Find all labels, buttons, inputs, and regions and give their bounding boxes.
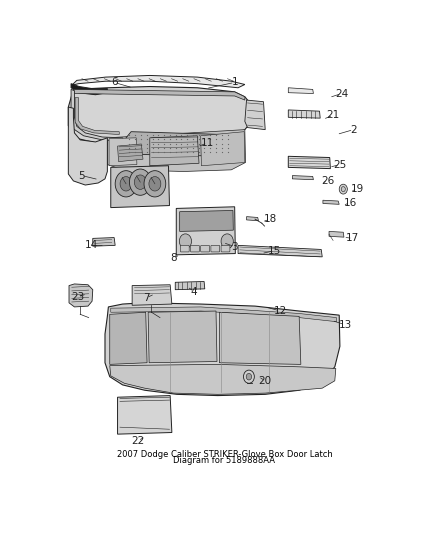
Polygon shape: [75, 98, 119, 134]
Circle shape: [341, 187, 345, 191]
Polygon shape: [150, 136, 199, 166]
Polygon shape: [117, 395, 172, 434]
Text: 16: 16: [343, 198, 357, 208]
Polygon shape: [288, 88, 314, 93]
Polygon shape: [71, 90, 123, 141]
Text: 18: 18: [264, 214, 277, 224]
Text: 26: 26: [321, 176, 335, 186]
Polygon shape: [110, 365, 336, 394]
Polygon shape: [148, 311, 217, 363]
Polygon shape: [288, 110, 320, 118]
Polygon shape: [293, 175, 314, 180]
Circle shape: [244, 370, 254, 383]
Polygon shape: [69, 284, 93, 307]
FancyBboxPatch shape: [191, 245, 199, 252]
Polygon shape: [111, 307, 336, 322]
Text: 12: 12: [274, 306, 287, 316]
Polygon shape: [93, 238, 115, 246]
Polygon shape: [247, 216, 258, 221]
Polygon shape: [109, 138, 137, 166]
Polygon shape: [126, 132, 235, 156]
Polygon shape: [238, 245, 322, 257]
Text: 22: 22: [131, 435, 145, 446]
Text: 4: 4: [191, 287, 197, 297]
Text: 19: 19: [351, 184, 364, 194]
FancyBboxPatch shape: [180, 245, 189, 252]
Text: 3: 3: [231, 241, 238, 252]
Polygon shape: [111, 166, 170, 207]
Text: 23: 23: [71, 292, 85, 302]
Polygon shape: [175, 281, 205, 290]
FancyBboxPatch shape: [221, 245, 230, 252]
Polygon shape: [245, 100, 265, 130]
Polygon shape: [68, 107, 107, 185]
Polygon shape: [323, 200, 339, 204]
Polygon shape: [329, 231, 344, 237]
Text: 24: 24: [335, 88, 348, 99]
Text: 15: 15: [268, 246, 281, 256]
Polygon shape: [288, 156, 330, 168]
Text: 25: 25: [333, 159, 346, 169]
Text: Diagram for 5189888AA: Diagram for 5189888AA: [173, 456, 276, 465]
Circle shape: [115, 171, 137, 197]
Circle shape: [149, 176, 161, 191]
Polygon shape: [117, 144, 143, 161]
Polygon shape: [72, 76, 245, 88]
Text: 17: 17: [346, 233, 360, 244]
Circle shape: [144, 171, 166, 197]
Polygon shape: [180, 211, 233, 231]
Polygon shape: [176, 207, 235, 255]
Polygon shape: [74, 90, 245, 100]
Text: 11: 11: [201, 138, 214, 148]
Circle shape: [179, 234, 191, 248]
Text: 7: 7: [143, 293, 150, 303]
Circle shape: [246, 374, 251, 380]
Text: 6: 6: [111, 77, 117, 87]
Circle shape: [339, 184, 347, 194]
Polygon shape: [201, 132, 245, 166]
FancyBboxPatch shape: [201, 245, 209, 252]
Polygon shape: [107, 130, 246, 172]
Polygon shape: [110, 312, 147, 365]
Circle shape: [120, 176, 132, 191]
Polygon shape: [219, 312, 301, 365]
Text: 8: 8: [170, 253, 177, 263]
Text: 20: 20: [259, 376, 272, 386]
Text: 14: 14: [85, 240, 98, 251]
Circle shape: [134, 175, 146, 189]
Text: 1: 1: [231, 77, 238, 87]
Text: 2007 Dodge Caliber STRIKER-Glove Box Door Latch: 2007 Dodge Caliber STRIKER-Glove Box Doo…: [117, 450, 332, 459]
Polygon shape: [105, 303, 340, 395]
Text: 2: 2: [350, 125, 357, 135]
Polygon shape: [71, 84, 107, 95]
Text: 21: 21: [326, 110, 340, 120]
Polygon shape: [68, 86, 251, 147]
Circle shape: [221, 234, 233, 248]
Text: 5: 5: [78, 171, 85, 181]
Circle shape: [130, 169, 151, 195]
FancyBboxPatch shape: [211, 245, 220, 252]
Polygon shape: [132, 285, 172, 305]
Text: 13: 13: [338, 320, 352, 329]
